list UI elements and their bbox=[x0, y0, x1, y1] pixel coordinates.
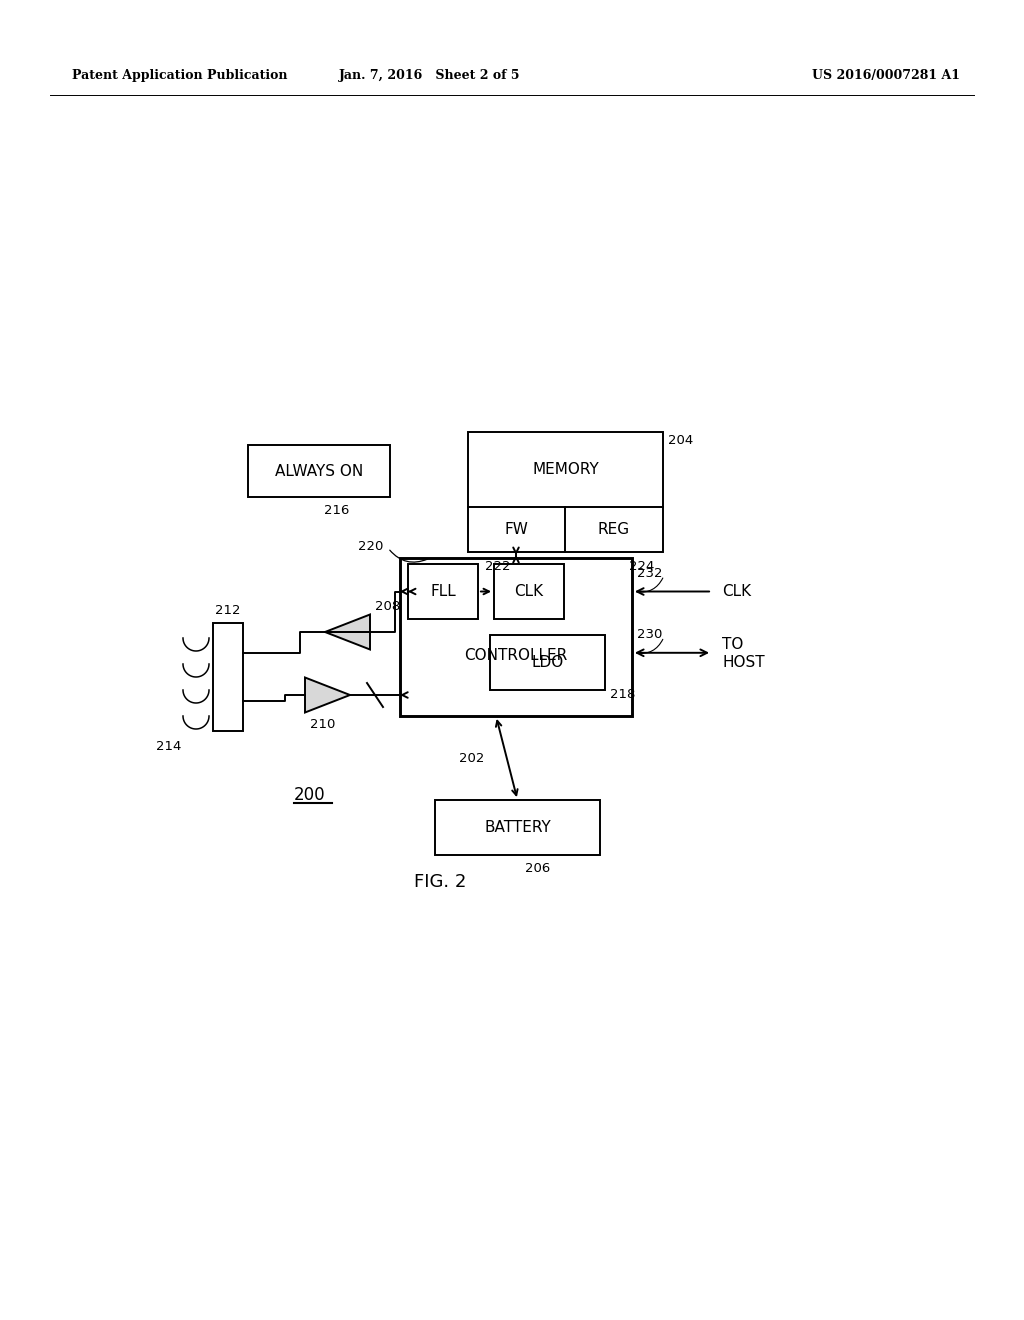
Polygon shape bbox=[305, 677, 350, 713]
Bar bbox=[490, 635, 605, 690]
Text: 230: 230 bbox=[637, 628, 663, 642]
Text: FW: FW bbox=[504, 523, 528, 537]
Text: TO: TO bbox=[722, 638, 743, 652]
Bar bbox=[435, 800, 600, 855]
Bar bbox=[213, 623, 243, 731]
Text: 202: 202 bbox=[459, 751, 484, 764]
Bar bbox=[494, 564, 564, 619]
Text: CLK: CLK bbox=[514, 583, 544, 599]
Text: 222: 222 bbox=[485, 560, 511, 573]
Text: CLK: CLK bbox=[722, 583, 752, 599]
Text: MEMORY: MEMORY bbox=[532, 462, 599, 478]
Text: FIG. 2: FIG. 2 bbox=[414, 873, 466, 891]
Text: Patent Application Publication: Patent Application Publication bbox=[72, 69, 288, 82]
Text: 232: 232 bbox=[637, 568, 663, 579]
Bar bbox=[248, 445, 390, 498]
Text: 210: 210 bbox=[310, 718, 336, 731]
Text: FLL: FLL bbox=[430, 583, 456, 599]
Bar bbox=[400, 558, 632, 715]
Bar bbox=[468, 432, 663, 552]
Text: 204: 204 bbox=[668, 433, 693, 446]
Text: LDO: LDO bbox=[531, 655, 563, 671]
Text: 220: 220 bbox=[357, 540, 383, 553]
Text: REG: REG bbox=[598, 523, 630, 537]
Text: 212: 212 bbox=[215, 605, 241, 618]
Text: 218: 218 bbox=[610, 689, 635, 701]
Text: 200: 200 bbox=[294, 785, 326, 804]
Text: HOST: HOST bbox=[722, 655, 765, 671]
Polygon shape bbox=[325, 615, 370, 649]
Text: 206: 206 bbox=[525, 862, 551, 875]
Text: Jan. 7, 2016   Sheet 2 of 5: Jan. 7, 2016 Sheet 2 of 5 bbox=[339, 69, 521, 82]
Text: CONTROLLER: CONTROLLER bbox=[464, 648, 567, 664]
Text: 216: 216 bbox=[324, 504, 349, 517]
Text: BATTERY: BATTERY bbox=[484, 820, 551, 836]
Text: 208: 208 bbox=[375, 601, 400, 612]
Text: 224: 224 bbox=[629, 560, 654, 573]
Text: 214: 214 bbox=[156, 741, 181, 754]
Bar bbox=[408, 564, 478, 619]
Text: ALWAYS ON: ALWAYS ON bbox=[274, 463, 364, 479]
Text: US 2016/0007281 A1: US 2016/0007281 A1 bbox=[812, 69, 961, 82]
